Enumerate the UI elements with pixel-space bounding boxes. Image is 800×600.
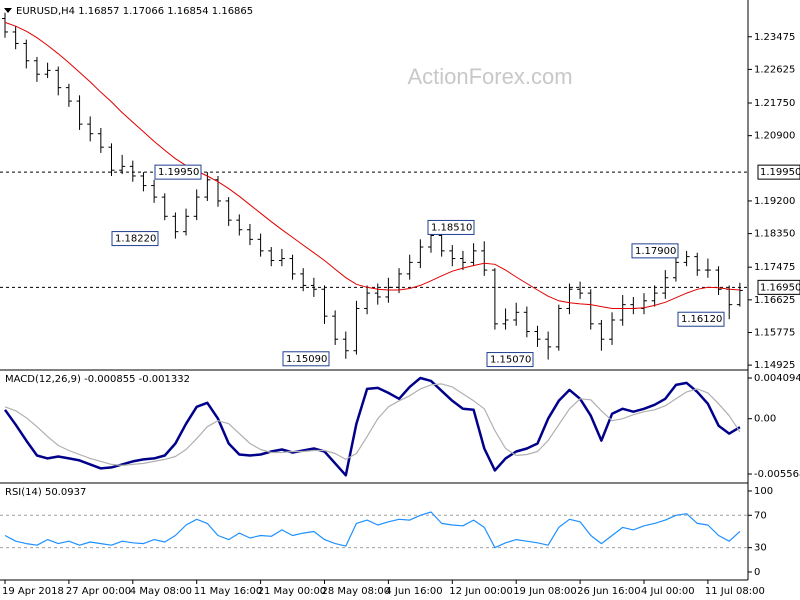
y-tick-label: 1.22625	[754, 64, 795, 75]
x-tick-label: 28 May 08:00	[322, 586, 391, 597]
annotation-box	[486, 352, 534, 368]
x-tick-label: 26 Jun 16:00	[577, 586, 641, 597]
y-tick-label: 0.004094	[754, 373, 800, 384]
series-line	[4, 511, 741, 549]
annotation: 1.15090	[286, 354, 327, 365]
level-label-box	[757, 164, 800, 180]
annotation: 1.17900	[635, 246, 676, 257]
level-label-box	[757, 279, 800, 295]
annotation-box	[427, 219, 475, 235]
y-tick-label: 1.14925	[754, 360, 795, 371]
x-tick-label: 4 Jun 16:00	[385, 586, 442, 597]
y-tick-label: 30	[754, 543, 767, 554]
y-tick-label: 70	[754, 510, 767, 521]
annotation-box	[677, 311, 725, 327]
y-tick-label: 1.17475	[754, 262, 795, 273]
chart-title: EURUSD,H4 1.16857 1.17066 1.16854 1.1686…	[16, 6, 253, 17]
y-tick-label: 1.23475	[754, 32, 795, 43]
watermark: ActionForex.com	[407, 64, 572, 89]
annotation-box	[631, 243, 679, 259]
annotation: 1.19950	[158, 167, 199, 178]
annotation: 1.15070	[490, 355, 531, 366]
x-tick-label: 11 Jul 08:00	[705, 586, 765, 597]
x-tick-label: 21 May 00:00	[258, 586, 327, 597]
x-tick-label: 27 Apr 00:00	[66, 586, 131, 597]
y-tick-label: 1.15775	[754, 327, 795, 338]
y-tick-label: 100	[754, 486, 773, 497]
y-tick-label: 1.16625	[754, 295, 795, 306]
menu-arrow	[4, 8, 12, 13]
x-tick-label: 19 Apr 2018	[2, 586, 64, 597]
y-tick-label: 0.00	[754, 414, 776, 425]
y-tick-label: 0	[754, 567, 760, 578]
x-tick-label: 12 Jun 00:00	[449, 586, 513, 597]
x-tick-label: 4 May 08:00	[130, 586, 192, 597]
level-label: 1.16950	[760, 282, 800, 293]
rsi-title: RSI(14) 50.0937	[5, 487, 86, 498]
moving-average	[4, 21, 740, 309]
y-tick-label: 1.21750	[754, 98, 795, 109]
y-tick-label: 1.19200	[754, 196, 795, 207]
annotation: 1.18510	[431, 222, 472, 233]
y-tick-label: -0.005568	[754, 469, 800, 480]
series-line	[3, 376, 741, 477]
x-tick-label: 4 Jul 00:00	[641, 586, 695, 597]
annotation-box	[282, 351, 330, 367]
annotation-box	[154, 164, 202, 180]
series-line	[4, 383, 741, 466]
x-tick-label: 11 May 16:00	[194, 586, 263, 597]
macd-title: MACD(12,26,9) -0.000855 -0.001332	[5, 374, 190, 385]
level-label: 1.19950	[760, 167, 800, 178]
annotation: 1.18220	[115, 234, 156, 245]
annotation-box	[111, 231, 159, 247]
y-tick-label: 1.18350	[754, 229, 795, 240]
x-tick-label: 19 Jun 08:00	[513, 586, 577, 597]
annotation: 1.16120	[681, 314, 722, 325]
y-tick-label: 1.20900	[754, 131, 795, 142]
